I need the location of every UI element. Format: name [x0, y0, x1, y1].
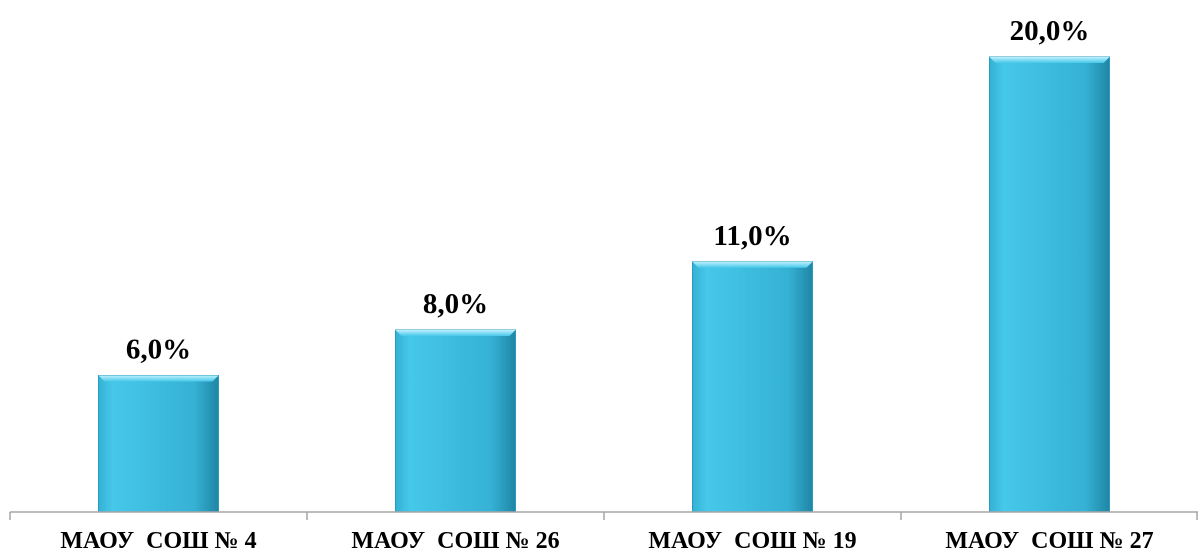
- bar-body: [989, 56, 1110, 513]
- category-label: МАОУ СОШ № 27: [945, 528, 1153, 554]
- bar: [692, 261, 813, 513]
- bars: [98, 56, 1110, 513]
- bar: [989, 56, 1110, 513]
- x-axis: [9, 511, 1198, 520]
- category-label: МАОУ СОШ № 4: [60, 528, 256, 554]
- category-label: МАОУ СОШ № 26: [351, 528, 559, 554]
- data-label: 8,0%: [423, 288, 488, 320]
- data-label: 6,0%: [126, 334, 191, 366]
- bar-body: [395, 329, 516, 513]
- bar-body: [98, 375, 219, 513]
- bar: [98, 375, 219, 513]
- bar-bevel: [989, 57, 1110, 63]
- bar-bevel: [692, 261, 813, 268]
- bar-body: [692, 261, 813, 513]
- bar: [395, 329, 516, 513]
- data-label: 20,0%: [1010, 15, 1090, 47]
- data-label: 11,0%: [713, 220, 791, 252]
- data-labels: 6,0% 8,0% 11,0% 20,0%: [126, 15, 1090, 366]
- category-label: МАОУ СОШ № 19: [648, 528, 856, 554]
- bar-bevel: [98, 375, 219, 382]
- bar-bevel: [395, 330, 516, 336]
- category-labels: МАОУ СОШ № 4 МАОУ СОШ № 26 МАОУ СОШ № 19 МА…: [60, 528, 1153, 554]
